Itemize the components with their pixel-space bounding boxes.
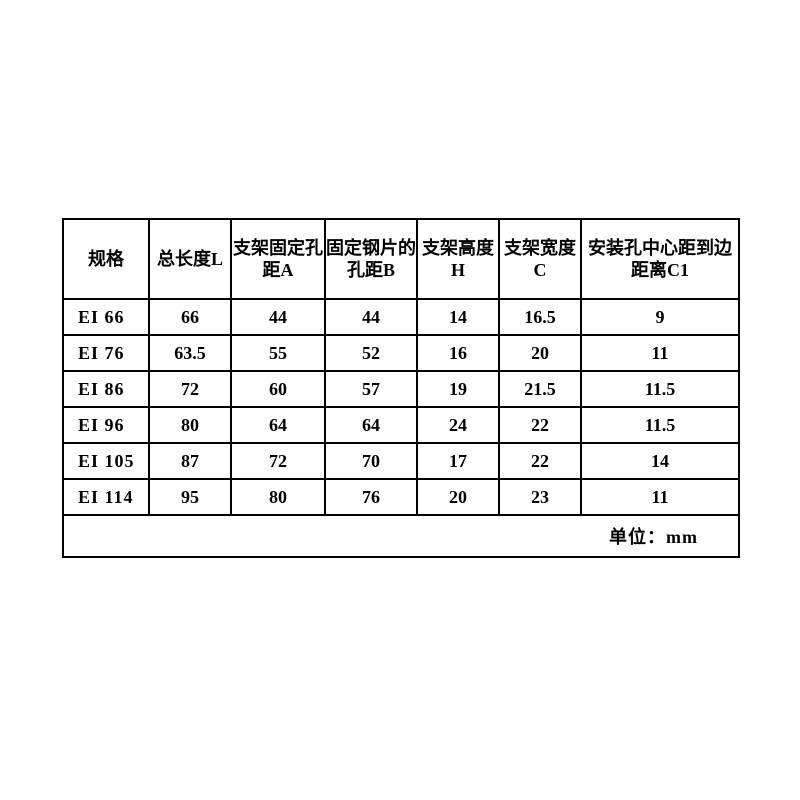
cell-L: 72: [149, 371, 231, 407]
cell-spec: EI 66: [63, 299, 149, 335]
table-row: EI 105 87 72 70 17 22 14: [63, 443, 739, 479]
cell-C1: 11.5: [581, 371, 739, 407]
cell-L: 95: [149, 479, 231, 515]
cell-H: 16: [417, 335, 499, 371]
cell-C1: 11.5: [581, 407, 739, 443]
spec-table: 规格 总长度L 支架固定孔距A 固定钢片的孔距B 支架高度H 支架宽度C 安装孔…: [62, 218, 740, 558]
cell-B: 76: [325, 479, 417, 515]
cell-A: 55: [231, 335, 325, 371]
cell-L: 66: [149, 299, 231, 335]
cell-spec: EI 114: [63, 479, 149, 515]
table-body: EI 66 66 44 44 14 16.5 9 EI 76 63.5 55 5…: [63, 299, 739, 557]
table-row: EI 114 95 80 76 20 23 11: [63, 479, 739, 515]
cell-A: 44: [231, 299, 325, 335]
cell-C: 22: [499, 407, 581, 443]
cell-H: 20: [417, 479, 499, 515]
col-header-L: 总长度L: [149, 219, 231, 299]
cell-A: 60: [231, 371, 325, 407]
cell-A: 64: [231, 407, 325, 443]
cell-B: 64: [325, 407, 417, 443]
col-header-H: 支架高度H: [417, 219, 499, 299]
cell-B: 44: [325, 299, 417, 335]
cell-H: 24: [417, 407, 499, 443]
unit-row: 单位：mm: [63, 515, 739, 557]
cell-C1: 11: [581, 335, 739, 371]
cell-spec: EI 86: [63, 371, 149, 407]
table-row: EI 96 80 64 64 24 22 11.5: [63, 407, 739, 443]
cell-spec: EI 96: [63, 407, 149, 443]
table-header-row: 规格 总长度L 支架固定孔距A 固定钢片的孔距B 支架高度H 支架宽度C 安装孔…: [63, 219, 739, 299]
col-header-C1: 安装孔中心距到边距离C1: [581, 219, 739, 299]
col-header-B: 固定钢片的孔距B: [325, 219, 417, 299]
cell-B: 57: [325, 371, 417, 407]
cell-C1: 11: [581, 479, 739, 515]
cell-L: 80: [149, 407, 231, 443]
cell-C: 22: [499, 443, 581, 479]
col-header-spec: 规格: [63, 219, 149, 299]
cell-C1: 14: [581, 443, 739, 479]
cell-C1: 9: [581, 299, 739, 335]
table-row: EI 86 72 60 57 19 21.5 11.5: [63, 371, 739, 407]
col-header-C: 支架宽度C: [499, 219, 581, 299]
cell-C: 21.5: [499, 371, 581, 407]
cell-C: 16.5: [499, 299, 581, 335]
cell-C: 20: [499, 335, 581, 371]
cell-A: 72: [231, 443, 325, 479]
spec-table-container: 规格 总长度L 支架固定孔距A 固定钢片的孔距B 支架高度H 支架宽度C 安装孔…: [62, 218, 738, 558]
cell-L: 87: [149, 443, 231, 479]
cell-L: 63.5: [149, 335, 231, 371]
cell-spec: EI 76: [63, 335, 149, 371]
col-header-A: 支架固定孔距A: [231, 219, 325, 299]
cell-C: 23: [499, 479, 581, 515]
table-row: EI 76 63.5 55 52 16 20 11: [63, 335, 739, 371]
table-row: EI 66 66 44 44 14 16.5 9: [63, 299, 739, 335]
cell-H: 19: [417, 371, 499, 407]
cell-B: 52: [325, 335, 417, 371]
cell-spec: EI 105: [63, 443, 149, 479]
unit-label: 单位：mm: [63, 515, 739, 557]
cell-H: 14: [417, 299, 499, 335]
cell-B: 70: [325, 443, 417, 479]
cell-H: 17: [417, 443, 499, 479]
cell-A: 80: [231, 479, 325, 515]
